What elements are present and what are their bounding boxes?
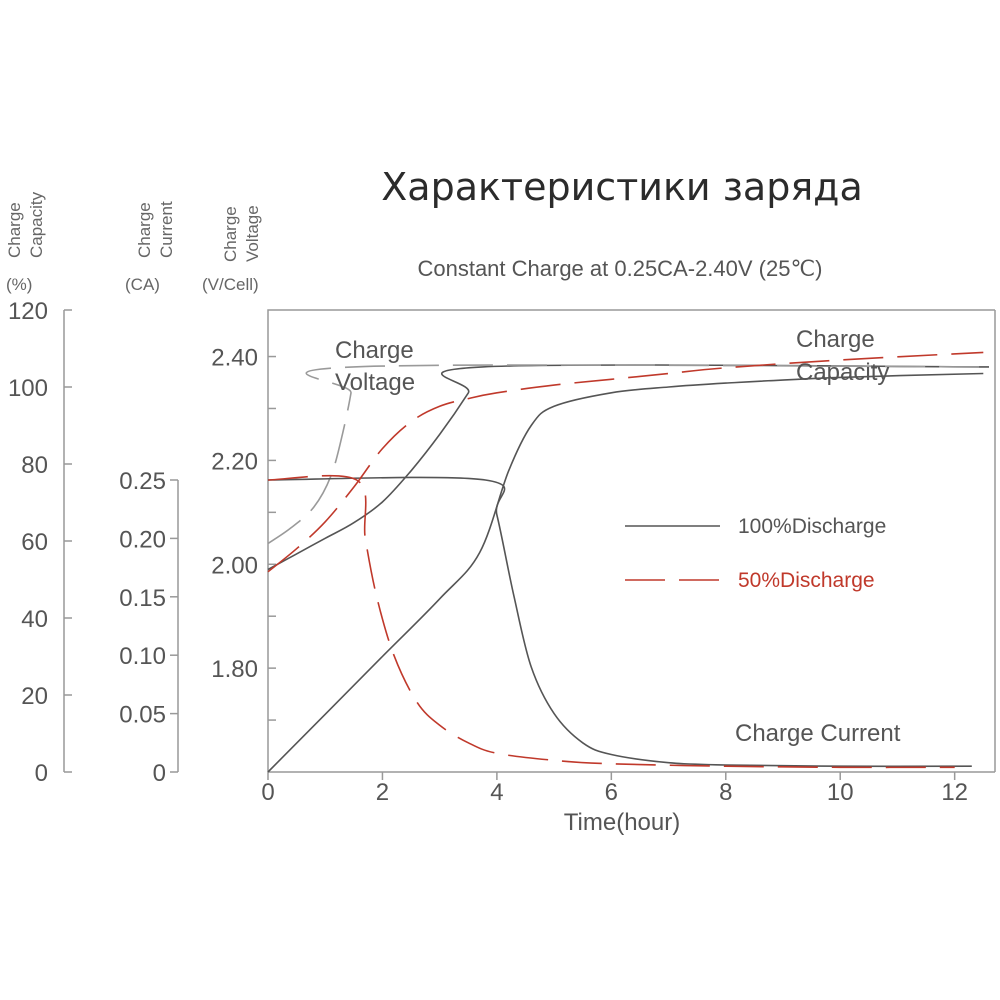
annotation-charge-current: Charge Current <box>735 720 901 747</box>
voltage-axis-label-line2: Voltage <box>243 205 262 262</box>
ticks-layer: 0 2 4 6 8 10 1202040608010012000.050.100.150.2… <box>8 298 968 806</box>
capacity-tick-label: 80 <box>21 452 48 479</box>
capacity-tick-label: 0 <box>35 760 48 787</box>
voltage-tick-label: 2.00 <box>211 552 258 579</box>
chart-title: Характеристики заряда <box>381 165 863 209</box>
capacity-axis-header: Charge Capacity (%) <box>5 191 46 294</box>
capacity-tick-label: 120 <box>8 298 48 325</box>
series-voltage-50-discharge <box>267 364 990 545</box>
legend-label-50-discharge: 50%Discharge <box>738 569 875 592</box>
voltage-axis-header: Charge Voltage (V/Cell) <box>202 205 262 294</box>
current-axis-unit: (CA) <box>125 275 160 294</box>
voltage-axis-label-line1: Charge <box>221 206 240 262</box>
current-tick-label: 0 <box>153 760 166 787</box>
series-capacity-100-discharge <box>267 372 984 773</box>
x-tick-label: 0 <box>261 779 274 806</box>
capacity-axis-unit: (%) <box>6 275 32 294</box>
legend-label-100-discharge: 100%Discharge <box>738 515 886 538</box>
plot-frame <box>267 309 995 772</box>
current-tick-label: 0.15 <box>119 585 166 612</box>
capacity-axis-label-line2: Capacity <box>27 191 46 258</box>
capacity-axis-label-line1: Charge <box>5 202 24 258</box>
capacity-tick-label: 20 <box>21 683 48 710</box>
voltage-tick-label: 2.40 <box>211 345 258 372</box>
current-tick-label: 0.05 <box>119 702 166 729</box>
current-axis-label-line1: Charge <box>135 202 154 258</box>
x-tick-label: 8 <box>719 779 732 806</box>
x-tick-label: 6 <box>605 779 618 806</box>
voltage-axis-unit: (V/Cell) <box>202 275 259 294</box>
series-current-50-discharge <box>267 474 955 769</box>
capacity-tick-label: 100 <box>8 375 48 402</box>
voltage-tick-label: 2.20 <box>211 448 258 475</box>
current-tick-label: 0.25 <box>119 468 166 495</box>
current-tick-label: 0.10 <box>119 643 166 670</box>
annotation-charge-capacity-line1: Charge <box>796 326 875 353</box>
voltage-tick-label: 1.80 <box>211 656 258 683</box>
current-tick-label: 0.20 <box>119 526 166 553</box>
series-layer <box>267 351 990 773</box>
annotation-charge-capacity-line2: Capacity <box>796 359 889 386</box>
series-current-100-discharge <box>267 476 972 768</box>
x-axis-label: Time(hour) <box>564 809 680 836</box>
legend: 100%Discharge 50%Discharge <box>625 515 886 592</box>
annotation-charge-voltage-line1: Charge <box>335 337 414 364</box>
chart-subtitle: Constant Charge at 0.25CA-2.40V (25℃) <box>417 256 822 281</box>
x-tick-label: 10 <box>827 779 854 806</box>
current-axis-header: Charge Current (CA) <box>125 201 176 294</box>
annotation-charge-voltage-line2: Voltage <box>335 369 415 396</box>
capacity-tick-label: 40 <box>21 606 48 633</box>
capacity-tick-label: 60 <box>21 529 48 556</box>
series-capacity-50-discharge <box>267 351 984 573</box>
current-axis-label-line2: Current <box>157 201 176 258</box>
x-tick-label: 2 <box>376 779 389 806</box>
x-tick-label: 4 <box>490 779 503 806</box>
x-tick-label: 12 <box>941 779 968 806</box>
